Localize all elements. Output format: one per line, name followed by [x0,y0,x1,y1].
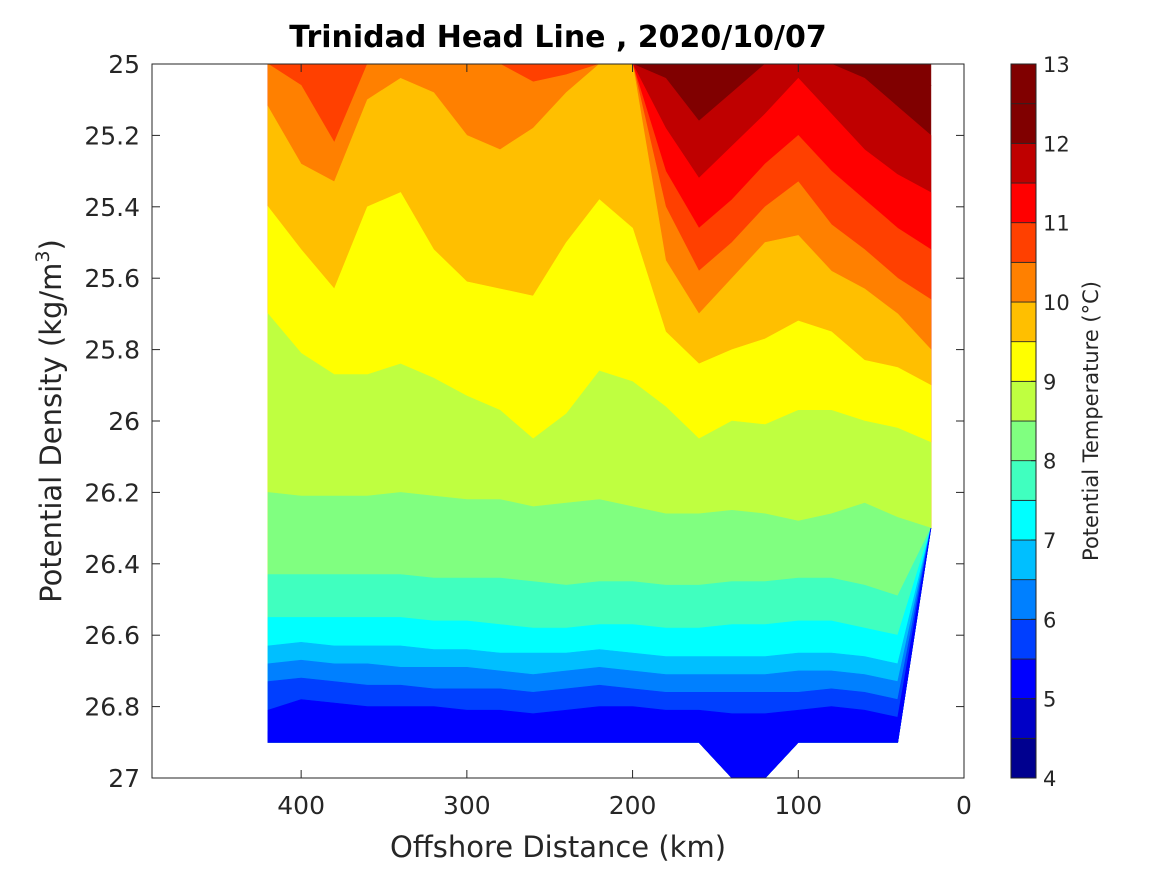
colorbar-tick-label: 4 [1043,767,1056,791]
colorbar-segment [1010,341,1037,382]
colorbar-segment [1010,103,1037,144]
colorbar-segment [1010,698,1037,739]
y-tick-label: 25.2 [84,121,140,150]
x-tick-label: 100 [774,791,822,820]
x-tick-label: 200 [609,791,657,820]
y-tick-label: 26.2 [84,478,140,507]
colorbar-tick-label: 6 [1043,608,1056,632]
y-tick-label: 26 [108,407,140,436]
plot-area: 400 300 200 100 0 25 25.2 25.4 25.6 25.8 26 26.2 26… [84,50,972,820]
y-tick-label: 25 [108,50,140,79]
x-tick-label: 0 [956,791,972,820]
colorbar-segments [1010,63,1037,779]
colorbar-segment [1010,618,1037,660]
colorbar-tick-label: 13 [1043,53,1070,77]
colorbar-segment [1010,142,1037,184]
colorbar-segment [1010,420,1037,462]
y-tick-label: 26.4 [84,550,140,579]
colorbar-frame [1010,63,1037,779]
colorbar-label: Potential Temperature (°C) [1079,281,1103,561]
colorbar-segment [1010,301,1037,343]
x-axis-ticks: 400 300 200 100 0 [277,64,972,820]
colorbar-segment [1010,579,1037,620]
y-tick-label: 25.6 [84,264,140,293]
colorbar-segment [1010,499,1037,541]
y-axis-label-main: Potential Density (kg/m [34,263,68,603]
colorbar-tick-label: 8 [1043,450,1056,474]
colorbar-segment [1010,261,1037,303]
x-tick-label: 400 [277,791,325,820]
colorbar-tick-label: 5 [1043,688,1056,712]
y-axis-label-close: ) [34,239,68,250]
colorbar-segment [1010,539,1037,581]
chart-title: Trinidad Head Line , 2020/10/07 [289,20,826,55]
colorbar: 4 5 6 7 8 9 10 11 12 13 [1010,53,1070,791]
colorbar-segment [1010,460,1037,501]
y-tick-label: 25.8 [84,336,140,365]
contour-fill-layer [267,63,932,779]
colorbar-tick-label: 10 [1043,291,1070,315]
colorbar-segment [1010,182,1037,224]
colorbar-tick-label: 7 [1043,529,1056,553]
colorbar-segment [1010,222,1037,263]
colorbar-segment [1010,380,1037,422]
colorbar-segment [1010,737,1037,779]
contour-band-5 [267,528,932,779]
x-tick-label: 300 [443,791,491,820]
x-axis-label: Offshore Distance (km) [390,830,726,864]
colorbar-tick-label: 11 [1043,212,1070,236]
colorbar-tick-label: 12 [1043,132,1070,156]
y-tick-label: 27 [108,764,140,793]
y-tick-label: 26.8 [84,693,140,722]
colorbar-segment [1010,63,1037,105]
y-axis-label-superscript: 3 [32,250,54,262]
colorbar-tick-label: 9 [1043,370,1056,394]
y-tick-label: 26.6 [84,621,140,650]
colorbar-ticks: 4 5 6 7 8 9 10 11 12 13 [1031,53,1070,791]
y-axis-ticks: 25 25.2 25.4 25.6 25.8 26 26.2 26.4 26.6 26.8 27 [84,50,964,793]
y-tick-label: 25.4 [84,193,140,222]
colorbar-segment [1010,658,1037,700]
y-axis-label: Potential Density (kg/m3) [32,239,68,603]
